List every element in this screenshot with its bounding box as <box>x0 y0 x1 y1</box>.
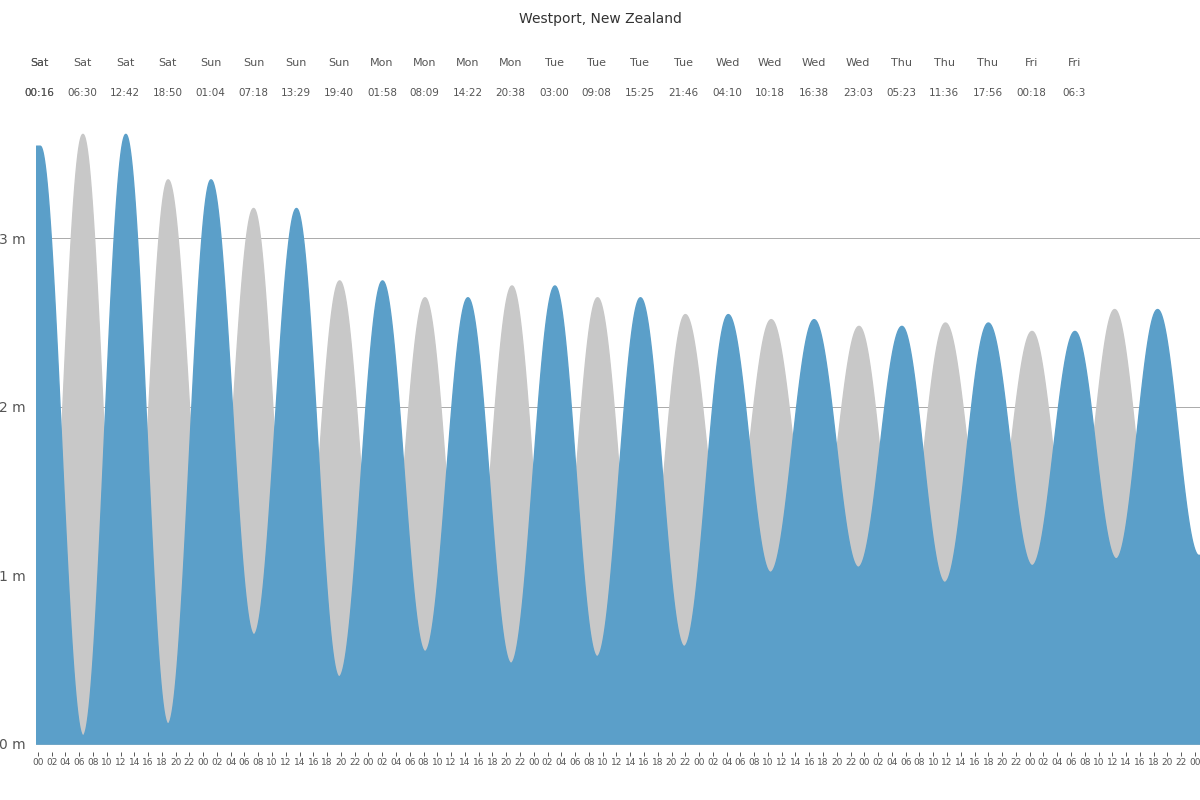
Text: 23:03: 23:03 <box>842 87 872 98</box>
Text: 13:29: 13:29 <box>281 87 311 98</box>
Text: Mon: Mon <box>499 58 522 68</box>
Text: Sat: Sat <box>30 58 49 68</box>
Text: Tue: Tue <box>545 58 564 68</box>
Text: 19:40: 19:40 <box>324 87 354 98</box>
Text: Thu: Thu <box>977 58 998 68</box>
Text: 17:56: 17:56 <box>973 87 1003 98</box>
Text: Tue: Tue <box>630 58 649 68</box>
Text: Sun: Sun <box>286 58 307 68</box>
Text: Tue: Tue <box>674 58 694 68</box>
Text: 09:08: 09:08 <box>582 87 612 98</box>
Text: Mon: Mon <box>413 58 437 68</box>
Text: 01:04: 01:04 <box>196 87 226 98</box>
Text: 00:18: 00:18 <box>1016 87 1046 98</box>
Text: Tue: Tue <box>587 58 606 68</box>
Text: Sat: Sat <box>30 58 49 68</box>
Text: Thu: Thu <box>890 58 912 68</box>
Text: 14:22: 14:22 <box>452 87 482 98</box>
Text: Mon: Mon <box>456 58 479 68</box>
Text: Fri: Fri <box>1025 58 1038 68</box>
Text: Sat: Sat <box>158 58 176 68</box>
Text: 00:16: 00:16 <box>25 87 55 98</box>
Text: 06:30: 06:30 <box>67 87 97 98</box>
Text: 03:00: 03:00 <box>540 87 569 98</box>
Text: Mon: Mon <box>371 58 394 68</box>
Text: 00:16: 00:16 <box>25 87 55 98</box>
Text: Westport, New Zealand: Westport, New Zealand <box>518 12 682 26</box>
Text: 01:58: 01:58 <box>367 87 397 98</box>
Text: Wed: Wed <box>846 58 870 68</box>
Text: Thu: Thu <box>934 58 955 68</box>
Text: Wed: Wed <box>758 58 782 68</box>
Text: 15:25: 15:25 <box>625 87 655 98</box>
Text: 07:18: 07:18 <box>239 87 269 98</box>
Text: 20:38: 20:38 <box>496 87 526 98</box>
Text: Sun: Sun <box>200 58 221 68</box>
Text: 05:23: 05:23 <box>887 87 917 98</box>
Text: Sat: Sat <box>116 58 134 68</box>
Text: 08:09: 08:09 <box>409 87 439 98</box>
Text: Fri: Fri <box>1068 58 1081 68</box>
Text: 12:42: 12:42 <box>110 87 140 98</box>
Text: 10:18: 10:18 <box>755 87 785 98</box>
Text: 06:3: 06:3 <box>1063 87 1086 98</box>
Text: Sun: Sun <box>242 58 264 68</box>
Text: 16:38: 16:38 <box>798 87 829 98</box>
Text: Sun: Sun <box>328 58 349 68</box>
Text: 18:50: 18:50 <box>152 87 182 98</box>
Text: Sat: Sat <box>73 58 92 68</box>
Text: 04:10: 04:10 <box>713 87 743 98</box>
Text: Wed: Wed <box>715 58 740 68</box>
Text: 11:36: 11:36 <box>929 87 959 98</box>
Text: 21:46: 21:46 <box>668 87 698 98</box>
Text: Wed: Wed <box>802 58 826 68</box>
